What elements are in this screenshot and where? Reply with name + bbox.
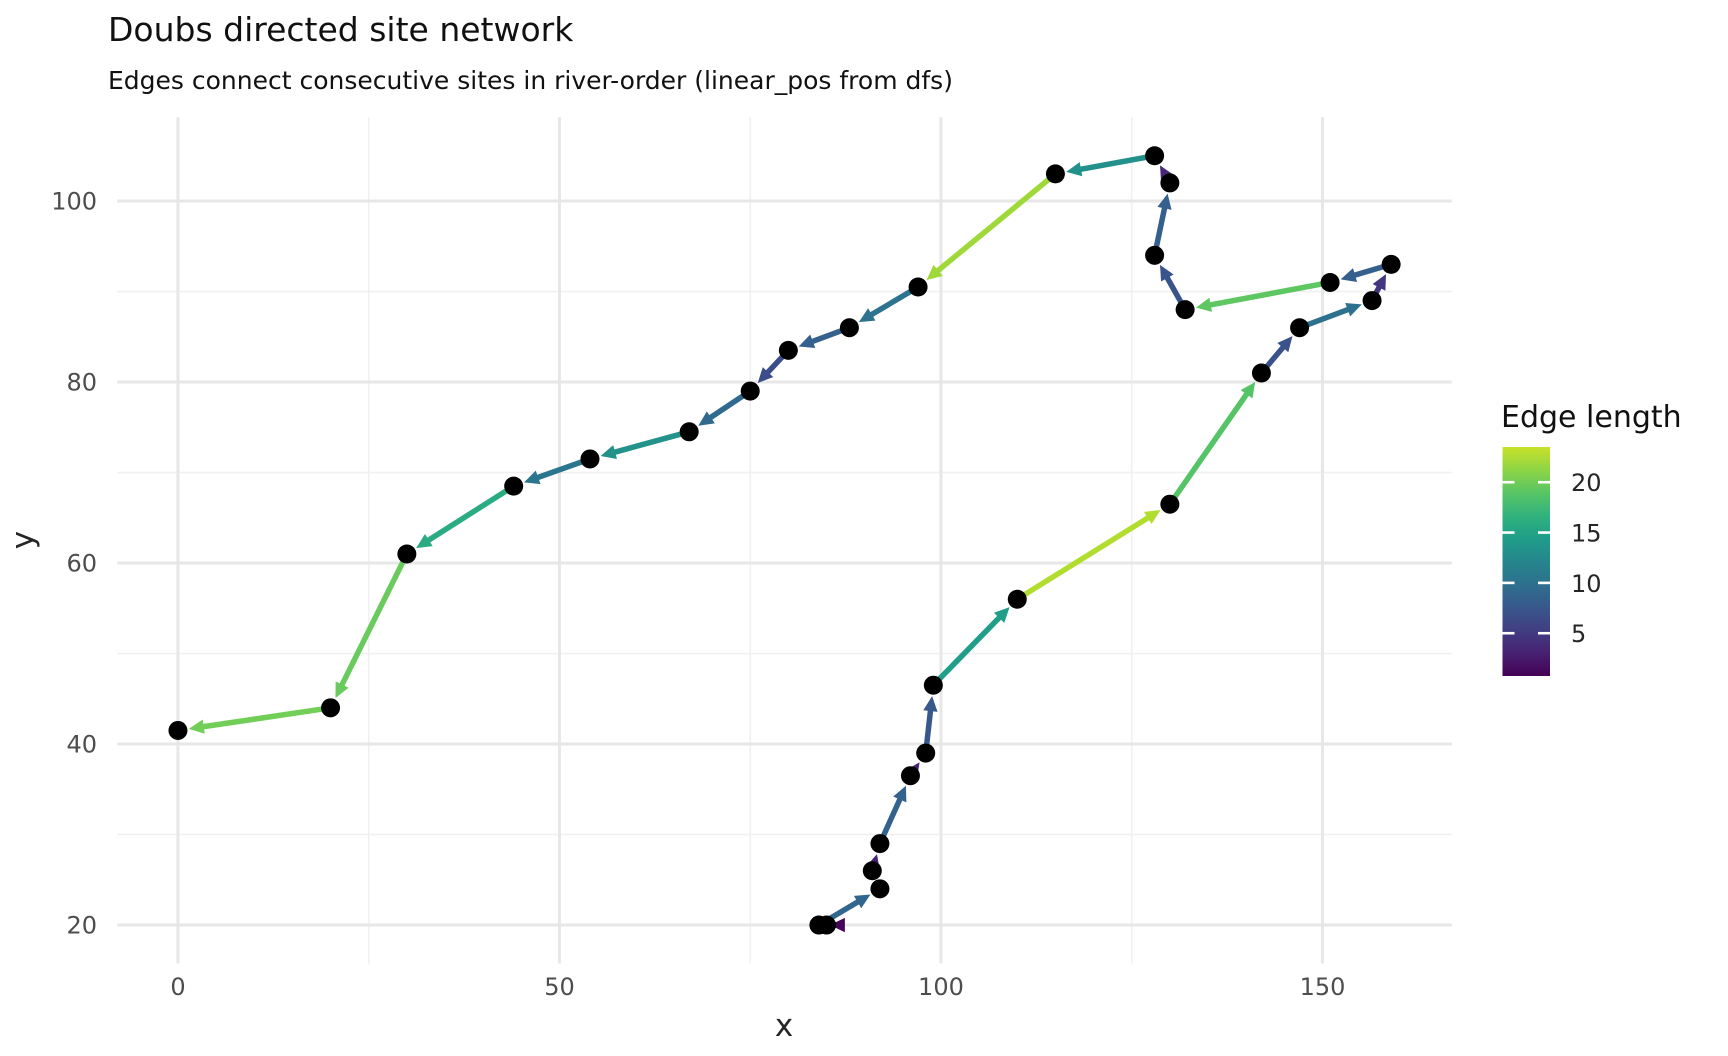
edge-arrowhead xyxy=(853,894,871,909)
site-point xyxy=(1007,589,1027,609)
site-point xyxy=(923,675,943,695)
site-point xyxy=(778,340,798,360)
edge-line xyxy=(1167,387,1253,506)
site-point xyxy=(1251,363,1271,383)
y-tick-label: 60 xyxy=(66,550,97,578)
y-axis-title: y xyxy=(5,531,41,549)
plot-title: Doubs directed site network xyxy=(108,10,574,49)
edge-arrowhead xyxy=(926,264,943,280)
site-point xyxy=(1145,146,1165,166)
edge-arrowhead xyxy=(1277,336,1293,353)
site-point xyxy=(908,277,928,297)
edge-line xyxy=(422,483,516,546)
site-point xyxy=(321,698,341,718)
site-point xyxy=(168,720,188,740)
site-point xyxy=(1160,494,1180,514)
edge-arrowhead xyxy=(893,785,907,803)
site-point xyxy=(504,476,524,496)
plot-subtitle: Edges connect consecutive sites in river… xyxy=(108,66,953,95)
edge-arrowhead xyxy=(858,308,876,323)
site-point xyxy=(870,879,890,899)
edge-arrowhead xyxy=(600,445,617,460)
edge-arrowhead xyxy=(798,334,816,349)
edge-line xyxy=(865,284,920,320)
edge-arrowhead xyxy=(1066,162,1083,177)
y-tick-label: 40 xyxy=(66,731,97,759)
site-point xyxy=(809,915,829,935)
edge-arrowhead xyxy=(335,681,349,698)
site-point xyxy=(1320,272,1340,292)
x-tick-label: 0 xyxy=(170,973,185,1001)
site-point xyxy=(1145,245,1165,265)
edge-line xyxy=(931,611,1006,688)
site-point xyxy=(870,834,890,854)
site-point xyxy=(916,743,936,763)
x-tick-label: 50 xyxy=(544,973,575,1001)
legend-tick-marks xyxy=(1502,480,1550,635)
edge-arrowhead xyxy=(1143,510,1161,525)
site-point xyxy=(1045,164,1065,184)
edge-arrowhead xyxy=(188,719,205,734)
site-point-layer xyxy=(168,146,1401,935)
site-point xyxy=(1381,254,1401,274)
x-tick-label: 150 xyxy=(1300,973,1346,1001)
edge-arrowhead xyxy=(1195,297,1213,312)
site-point xyxy=(839,318,859,338)
site-point xyxy=(580,449,600,469)
edge-line xyxy=(608,429,690,457)
site-point xyxy=(1362,291,1382,311)
edge-line xyxy=(1074,153,1156,173)
x-axis-title: x xyxy=(775,1008,793,1044)
edge-arrowhead xyxy=(1157,193,1172,210)
edge-line xyxy=(1015,512,1155,602)
gridlines-minor xyxy=(117,117,1452,964)
y-axis-tick-labels: 20 40 60 80 100 xyxy=(51,188,97,940)
edge-line xyxy=(197,705,331,731)
edge-line xyxy=(531,456,591,482)
y-tick-label: 80 xyxy=(66,369,97,397)
edge-arrowhead xyxy=(757,367,774,384)
edge-line xyxy=(1298,305,1355,331)
legend-label: 15 xyxy=(1571,520,1602,548)
legend-label: 5 xyxy=(1571,620,1586,648)
edge-line xyxy=(1204,279,1331,309)
legend-label: 20 xyxy=(1571,469,1602,497)
gridlines-major xyxy=(117,117,1452,964)
legend-title: Edge length xyxy=(1501,400,1682,435)
edge-line xyxy=(336,552,410,692)
edge-arrowhead xyxy=(923,696,938,712)
legend-colorbar xyxy=(1502,447,1550,676)
edge-arrowhead xyxy=(1345,302,1362,317)
x-tick-label: 100 xyxy=(918,973,964,1001)
y-tick-label: 100 xyxy=(51,188,97,216)
y-tick-label: 20 xyxy=(66,912,97,940)
site-point xyxy=(397,544,417,564)
edge-arrowhead xyxy=(993,607,1010,623)
site-point xyxy=(862,861,882,881)
edge-arrowhead xyxy=(1159,264,1174,282)
site-point xyxy=(1175,300,1195,320)
legend-label: 10 xyxy=(1571,570,1602,598)
site-point xyxy=(740,381,760,401)
edge-arrowhead xyxy=(1372,274,1387,291)
site-point xyxy=(1290,318,1310,338)
edge-arrowhead xyxy=(416,533,433,549)
legend-tick-labels: 20 15 10 5 xyxy=(1571,469,1602,648)
edge-arrowhead xyxy=(698,411,715,426)
edge-arrowhead xyxy=(829,917,845,933)
edge-arrowhead xyxy=(1240,381,1256,399)
site-point xyxy=(679,422,699,442)
x-axis-tick-labels: 0 50 100 150 xyxy=(170,973,1345,1001)
edge-arrowhead xyxy=(1340,268,1358,282)
site-point xyxy=(900,766,920,786)
edge-arrowhead xyxy=(524,470,541,485)
site-point xyxy=(1160,173,1180,193)
edge-line xyxy=(931,171,1058,277)
